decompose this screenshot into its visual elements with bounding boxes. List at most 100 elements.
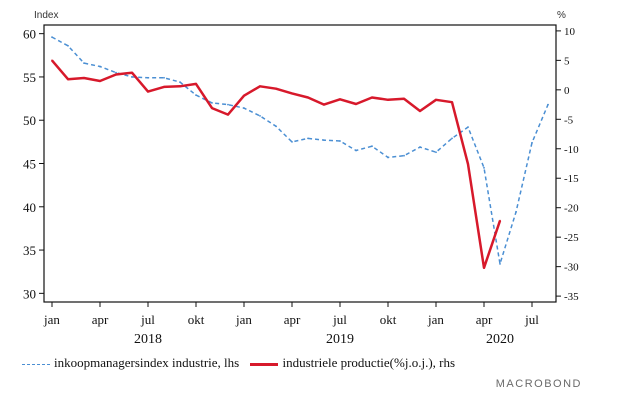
pmi-data-point bbox=[467, 126, 469, 129]
pmi-data-point bbox=[51, 36, 53, 39]
x-tick-label: apr bbox=[476, 312, 493, 327]
right-tick-label: 5 bbox=[564, 55, 570, 67]
left-tick-label: 30 bbox=[23, 286, 36, 301]
legend-item-production: industriele productie(%j.o.j.), rhs bbox=[242, 355, 455, 371]
pmi-data-point bbox=[131, 76, 133, 78]
pmi-data-point bbox=[483, 166, 485, 169]
x-tick-label: apr bbox=[92, 312, 109, 327]
right-tick-label: -30 bbox=[564, 262, 579, 274]
production-data-point bbox=[67, 78, 69, 81]
right-axis-unit: % bbox=[557, 10, 566, 21]
pmi-data-point bbox=[419, 146, 421, 148]
macrobond-logo: MACROBOND bbox=[495, 378, 582, 390]
production-data-point bbox=[211, 107, 213, 109]
production-data-point bbox=[195, 83, 197, 85]
left-tick-label: 50 bbox=[23, 113, 36, 128]
pmi-data-point bbox=[147, 76, 149, 79]
production-data-point bbox=[147, 90, 149, 93]
production-series-line bbox=[51, 59, 502, 270]
production-data-point bbox=[403, 97, 405, 100]
production-data-point bbox=[499, 219, 501, 222]
production-data-point bbox=[163, 85, 165, 88]
legend-item-pmi: inkoopmanagersindex industrie, lhs bbox=[22, 355, 239, 371]
right-tick-label: -25 bbox=[564, 232, 579, 244]
right-tick-label: -10 bbox=[564, 144, 579, 156]
plot-frame bbox=[43, 24, 557, 303]
legend-label-pmi: inkoopmanagersindex industrie, lhs bbox=[54, 355, 240, 371]
year-label: 2018 bbox=[134, 332, 162, 347]
right-tick-label: -35 bbox=[564, 291, 579, 303]
pmi-data-point bbox=[499, 263, 501, 265]
legend-swatch-production bbox=[250, 362, 279, 366]
production-data-point bbox=[371, 96, 373, 99]
x-tick-label: okt bbox=[380, 312, 397, 327]
left-axis-unit: Index bbox=[34, 10, 58, 21]
production-data-point bbox=[99, 80, 101, 82]
production-data-point bbox=[467, 163, 469, 165]
legend: inkoopmanagersindex industrie, lhs indus… bbox=[22, 354, 455, 371]
series-layer bbox=[51, 36, 549, 270]
right-tick-label: -15 bbox=[564, 173, 579, 185]
x-tick-label: jul bbox=[332, 312, 347, 327]
pmi-data-point bbox=[371, 145, 373, 148]
pmi-data-point bbox=[531, 141, 533, 144]
x-tick-label: okt bbox=[188, 312, 205, 327]
pmi-data-point bbox=[115, 71, 117, 74]
production-data-point bbox=[275, 87, 277, 90]
production-data-point bbox=[355, 103, 357, 105]
production-data-point bbox=[115, 73, 117, 76]
production-data-point bbox=[307, 96, 309, 99]
pmi-data-point bbox=[323, 139, 325, 142]
production-data-point bbox=[291, 92, 293, 95]
year-label: 2020 bbox=[486, 332, 514, 347]
x-tick-label: jul bbox=[140, 312, 155, 327]
pmi-data-point bbox=[339, 140, 341, 142]
production-data-point bbox=[227, 113, 229, 116]
production-data-point bbox=[243, 94, 245, 97]
x-tick-label: jan bbox=[235, 312, 252, 327]
pmi-data-point bbox=[83, 62, 85, 64]
left-tick-label: 60 bbox=[23, 27, 36, 42]
legend-swatch-pmi bbox=[22, 363, 50, 365]
pmi-data-point bbox=[355, 149, 357, 152]
pmi-data-point bbox=[259, 114, 261, 117]
left-tick-label: 45 bbox=[23, 157, 36, 172]
x-tick-label: jan bbox=[43, 312, 60, 327]
pmi-data-point bbox=[179, 81, 181, 84]
left-tick-label: 40 bbox=[23, 200, 36, 215]
pmi-data-point bbox=[163, 76, 165, 79]
pmi-data-point bbox=[403, 154, 405, 157]
production-data-point bbox=[83, 77, 85, 79]
pmi-data-point bbox=[211, 102, 213, 104]
production-data-point bbox=[387, 98, 389, 101]
right-tick-label: -20 bbox=[564, 203, 579, 215]
right-tick-label: -5 bbox=[564, 114, 574, 126]
right-tick-label: 10 bbox=[564, 26, 576, 38]
production-data-point bbox=[179, 85, 181, 88]
pmi-data-point bbox=[227, 103, 229, 106]
left-tick-label: 55 bbox=[23, 70, 36, 85]
pmi-data-point bbox=[195, 94, 197, 97]
pmi-data-point bbox=[307, 137, 309, 140]
production-data-point bbox=[483, 266, 485, 269]
pmi-data-point bbox=[515, 211, 517, 213]
production-data-point bbox=[339, 98, 341, 101]
x-tick-label: jul bbox=[524, 312, 539, 327]
left-tick-label: 35 bbox=[23, 243, 36, 258]
year-label: 2019 bbox=[326, 332, 354, 347]
pmi-data-point bbox=[435, 151, 437, 154]
pmi-series-line bbox=[51, 36, 549, 265]
pmi-data-point bbox=[387, 156, 389, 159]
right-tick-label: 0 bbox=[564, 85, 570, 97]
pmi-data-point bbox=[99, 65, 101, 68]
legend-label-production: industriele productie(%j.o.j.), rhs bbox=[282, 355, 456, 371]
pmi-data-point bbox=[547, 103, 549, 106]
pmi-data-point bbox=[275, 125, 277, 128]
x-tick-label: apr bbox=[284, 312, 301, 327]
production-data-point bbox=[435, 98, 437, 101]
production-data-point bbox=[323, 103, 325, 106]
x-tick-label: jan bbox=[427, 312, 444, 327]
production-data-point bbox=[131, 71, 133, 74]
